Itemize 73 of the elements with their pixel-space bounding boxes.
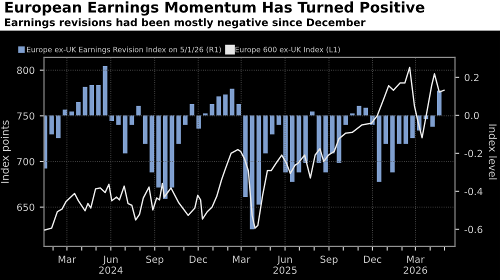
y-tick-label: 700 [17,158,34,166]
bar [89,84,94,116]
bar [270,115,274,134]
bar [330,115,335,154]
bar [150,115,154,172]
chart-subtitle: Earnings revisions had been mostly negative since December [4,18,366,28]
bar [142,115,148,144]
x-tick-label: Dec [364,256,382,263]
bar [303,115,308,163]
y2-axis-title: Index level [488,124,497,180]
bar [116,115,121,125]
x-tick-label: Mar [232,256,250,263]
bar [263,115,268,154]
bar [49,115,54,134]
bar [190,104,194,116]
x-tick-label: Jun 2024 [99,256,123,274]
x-tick-label: Dec [190,256,207,263]
y2-tick-label: -0.2 [464,150,482,158]
bar [410,115,415,138]
bar [296,115,302,172]
y-tick-label: 650 [17,204,34,211]
bar [176,115,181,144]
y-axis-title: Index points [0,120,11,183]
bar [183,115,188,125]
y2-tick-label: 0.0 [464,112,479,120]
bar [216,96,221,116]
x-tick-label: Sep [320,256,338,265]
y2-tick-label: -0.4 [464,188,482,196]
bar [122,115,128,154]
bar [170,115,174,188]
x-tick-label: Jun 2025 [273,256,297,274]
bar [223,94,228,116]
bar [396,115,402,144]
bar [210,104,214,116]
bar [276,115,282,125]
bar [230,88,234,116]
bar [62,110,68,116]
bar [323,115,328,172]
bar [436,90,442,116]
bar [69,112,74,116]
y-tick-label: 800 [17,66,34,74]
x-tick-label: Mar 2026 [404,256,428,274]
bar [236,104,242,116]
bar [96,84,101,116]
bar [102,66,108,116]
bar [136,106,141,116]
bar [243,115,248,198]
bar [256,115,262,205]
bar [56,115,61,138]
y-tick-label: 750 [17,112,34,120]
line-series [44,66,445,231]
y2-tick-label: -0.6 [464,226,482,234]
bar [76,102,81,116]
bar [316,115,322,163]
x-tick-label: Sep [146,256,164,265]
bar [82,86,88,116]
bar [130,115,134,125]
bar [290,115,294,182]
bar [430,115,435,127]
bar [390,115,395,172]
bar [156,115,161,188]
bar [343,115,348,125]
bar [384,115,388,144]
y2-tick-label: 0.2 [464,74,479,82]
bar [376,115,382,182]
bar [363,108,368,116]
bar [356,106,362,116]
bar [162,115,168,199]
bar [404,115,408,144]
x-tick-label: Mar [58,256,76,263]
bar [310,112,315,116]
bar [336,115,342,163]
chart-title: European Earnings Momentum Has Turned Positive [5,1,424,16]
